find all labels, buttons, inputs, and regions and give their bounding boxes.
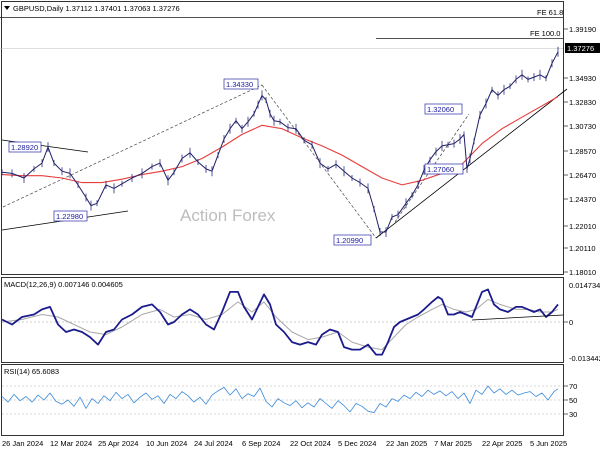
macd-tick-label: 0	[569, 318, 573, 327]
svg-text:1.28920: 1.28920	[11, 143, 38, 152]
macd-line	[1, 288, 559, 356]
fe-100-label: FE 100.0	[530, 29, 560, 38]
rsi-panel-title: RSI(14) 65.6083	[4, 367, 59, 376]
watermark: Action Forex	[180, 206, 276, 225]
collapse-triangle-icon[interactable]	[4, 6, 10, 10]
macd-panel-frame	[1, 277, 564, 363]
price-tick-label: 1.22010	[569, 222, 596, 231]
channel-upper-line	[2, 84, 263, 208]
macd-tick-label: -0.013442	[569, 354, 600, 363]
price-tick-label: 1.32830	[569, 98, 596, 107]
rsi-panel-frame	[1, 364, 564, 436]
moving-average-line-group	[1, 96, 559, 186]
fe-61.8-label: FE 61.8	[537, 8, 563, 17]
price-panel-frame	[1, 1, 564, 275]
macd-tick-label: 0.014734	[569, 281, 600, 290]
price-tick-label: 1.39190	[569, 25, 596, 34]
rsi-axis: 70 50 30	[564, 382, 577, 419]
svg-text:1.27060: 1.27060	[427, 165, 454, 174]
price-tick-label: 1.26470	[569, 171, 596, 180]
rsi-line	[1, 385, 559, 414]
svg-text:1.34330: 1.34330	[226, 80, 253, 89]
time-axis: 26 Jan 2024 12 Mar 2024 25 Apr 2024 10 J…	[2, 439, 567, 448]
rsi-tick-label: 50	[569, 396, 577, 405]
annotation-1.28920: 1.28920	[8, 141, 42, 153]
moving-average-line	[1, 96, 559, 186]
date-tick-label: 5 Dec 2024	[338, 439, 376, 448]
price-line	[1, 51, 559, 233]
annotation-1.32060: 1.32060	[424, 103, 463, 115]
date-tick-label: 7 Mar 2025	[434, 439, 472, 448]
macd-signal-line	[1, 298, 559, 351]
annotation-1.34330: 1.34330	[223, 78, 259, 90]
date-tick-label: 10 Jun 2024	[146, 439, 187, 448]
price-panel-title: GBPUSD,Daily 1.37112 1.37401 1.37063 1.3…	[13, 4, 180, 13]
date-tick-label: 24 Jul 2024	[194, 439, 233, 448]
date-tick-label: 26 Jan 2024	[2, 439, 43, 448]
rsi-tick-label: 70	[569, 382, 577, 391]
price-tick-label: 1.30730	[569, 122, 596, 131]
date-tick-label: 22 Oct 2024	[290, 439, 331, 448]
price-tick-label: 1.24370	[569, 195, 596, 204]
current-price-box	[565, 43, 600, 53]
date-tick-label: 22 Apr 2025	[482, 439, 522, 448]
price-tick-label: 1.34930	[569, 74, 596, 83]
svg-text:1.22980: 1.22980	[56, 212, 83, 221]
price-axis: 1.39190 1.34930 1.32830 1.30730 1.28570 …	[564, 25, 600, 277]
rsi-tick-label: 30	[569, 410, 577, 419]
rising-support-line	[375, 88, 568, 239]
annotation-1.20990: 1.20990	[333, 234, 372, 246]
date-tick-label: 25 Apr 2024	[98, 439, 138, 448]
svg-text:1.20990: 1.20990	[336, 236, 363, 245]
macd-group	[1, 288, 564, 356]
rsi-group	[1, 385, 563, 415]
macd-axis: 0.014734 0 -0.013442	[564, 281, 600, 363]
price-line-group	[1, 46, 559, 237]
price-tick-label: 1.28570	[569, 147, 596, 156]
annotation-1.22980: 1.22980	[53, 210, 88, 222]
date-tick-label: 5 Jun 2025	[530, 439, 567, 448]
price-tick-label: 1.20110	[569, 244, 596, 253]
price-tick-label: 1.18010	[569, 268, 596, 277]
date-tick-label: 6 Sep 2024	[242, 439, 280, 448]
svg-text:1.32060: 1.32060	[427, 105, 454, 114]
date-tick-label: 22 Jan 2025	[386, 439, 427, 448]
current-price-label: 1.37276	[567, 44, 594, 53]
annotation-1.27060: 1.27060	[424, 163, 464, 175]
macd-panel-title: MACD(12,26,9) 0.007146 0.004605	[4, 280, 123, 289]
macd-trendline	[471, 314, 564, 321]
date-tick-label: 12 Mar 2024	[50, 439, 92, 448]
